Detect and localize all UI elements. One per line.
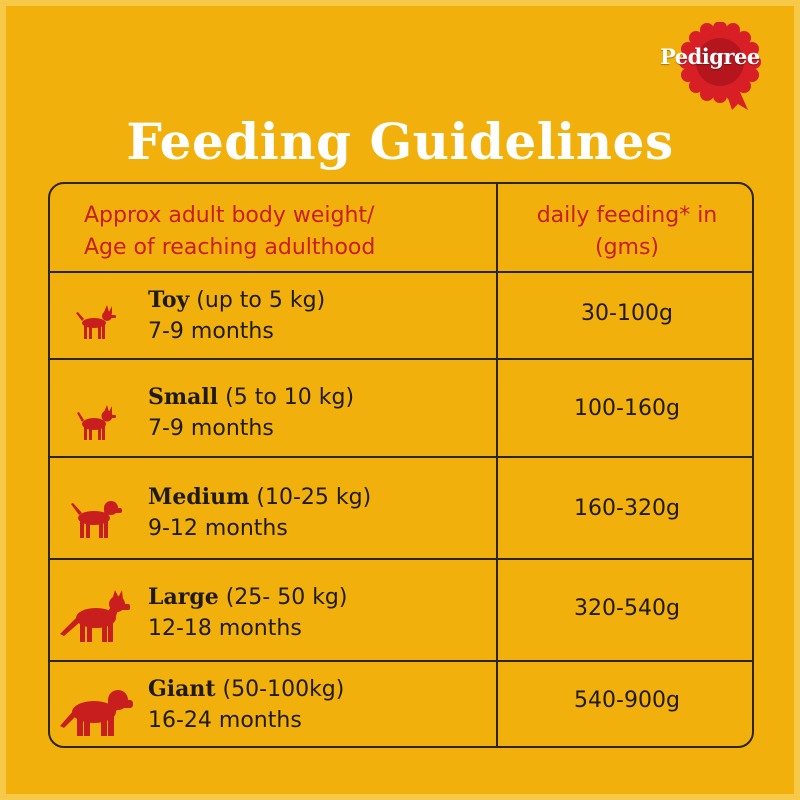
header-daily-feeding: daily feeding* in (gms) [498, 200, 752, 264]
table-row: Giant (50-100kg) 16-24 months 540-900g [50, 662, 752, 746]
medium-dog-icon [71, 501, 122, 538]
weight-range: (5 to 10 kg) [218, 385, 355, 410]
table-row: Medium (10-25 kg) 9-12 months 160-320g [50, 458, 752, 558]
daily-amount: 320-540g [574, 596, 680, 621]
table-row: Small (5 to 10 kg) 7-9 months 100-160g [50, 360, 752, 456]
weight-range: (25- 50 kg) [218, 585, 348, 610]
age-range: 16-24 months [148, 708, 302, 733]
row-divider [50, 660, 752, 662]
size-name: Giant [148, 676, 216, 702]
page-title: Feeding Guidelines [126, 112, 674, 171]
pedigree-logo [679, 22, 761, 110]
daily-amount: 100-160g [574, 396, 680, 421]
header-age-line: Age of reaching adulthood [84, 235, 376, 260]
column-divider [496, 184, 498, 746]
size-name: Medium [148, 484, 250, 510]
daily-amount: 540-900g [574, 688, 680, 713]
daily-amount: 160-320g [574, 496, 680, 521]
row-divider [50, 558, 752, 560]
small-dog-icon [77, 405, 116, 440]
table-row: Large (25- 50 kg) 12-18 months 320-540g [50, 560, 752, 660]
weight-range: (50-100kg) [215, 677, 345, 702]
age-range: 9-12 months [148, 516, 288, 541]
feeding-table: Approx adult body weight/ Age of reachin… [48, 182, 754, 748]
size-label: Large (25- 50 kg) [148, 584, 347, 610]
weight-range: (10-25 kg) [249, 485, 372, 510]
large-dog-icon [60, 590, 130, 642]
age-range: 7-9 months [148, 416, 274, 441]
toy-dog-icon [76, 305, 116, 339]
size-label: Giant (50-100kg) [148, 676, 344, 702]
size-label: Medium (10-25 kg) [148, 484, 371, 510]
age-range: 7-9 months [148, 319, 274, 344]
size-name: Small [148, 384, 219, 410]
age-range: 12-18 months [148, 616, 302, 641]
header-weight-age: Approx adult body weight/ Age of reachin… [84, 200, 484, 264]
size-label: Small (5 to 10 kg) [148, 384, 354, 410]
header-units-line: (gms) [594, 235, 660, 260]
daily-amount: 30-100g [581, 301, 673, 326]
size-name: Toy [148, 287, 190, 313]
size-name: Large [148, 584, 219, 610]
size-label: Toy (up to 5 kg) [148, 287, 325, 313]
giant-dog-icon [60, 690, 133, 736]
header-feeding-line: daily feeding* in [536, 203, 718, 228]
weight-range: (up to 5 kg) [189, 288, 326, 313]
brand-wordmark: Pedigree [660, 44, 760, 69]
header-weight-line: Approx adult body weight/ [84, 203, 375, 228]
row-divider [50, 271, 752, 273]
table-row: Toy (up to 5 kg) 7-9 months 30-100g [50, 273, 752, 358]
row-divider [50, 456, 752, 458]
row-divider [50, 358, 752, 360]
